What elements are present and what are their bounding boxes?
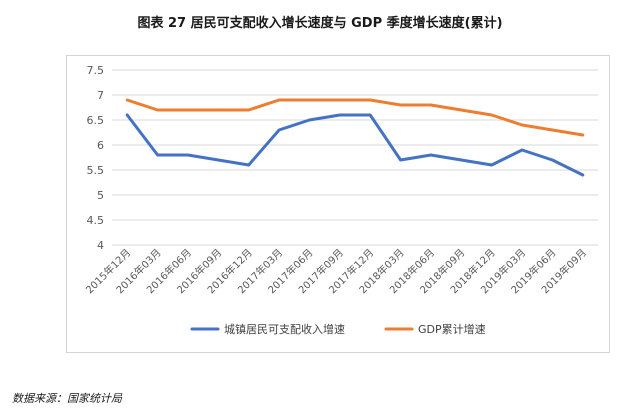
series-2-point (277, 98, 281, 102)
series-2-point (186, 108, 190, 112)
y-tick-label: 7 (97, 89, 104, 102)
series-2-point (125, 98, 129, 102)
data-source: 数据来源：国家统计局 (12, 392, 122, 405)
series-1-point (520, 148, 524, 152)
series-1-point (399, 158, 402, 162)
y-tick-label: 6 (97, 139, 104, 152)
series-2-point (247, 108, 250, 112)
series-1-point (277, 128, 281, 132)
series-1-point (186, 153, 190, 157)
series-2-point (460, 108, 463, 112)
series-2-point (551, 128, 554, 132)
series-2-point (338, 98, 342, 102)
series-2-point (581, 133, 585, 137)
series-2-point (399, 103, 402, 107)
series-1-point (429, 153, 433, 157)
series-line-2 (125, 98, 585, 137)
chart-area (66, 55, 610, 353)
series-1-point (460, 158, 463, 162)
y-tick-label: 5.5 (87, 164, 105, 177)
y-tick-label: 4 (97, 239, 104, 252)
y-tick-label: 7.5 (87, 64, 105, 77)
series-line-1 (125, 113, 585, 177)
series-1-point (156, 153, 159, 157)
series-2-point (217, 108, 220, 112)
series-1-point (338, 113, 342, 117)
series-1-point (247, 163, 250, 167)
legend-label-2: GDP累计增速 (418, 322, 486, 336)
series-2-point (429, 103, 433, 107)
series-1-point (581, 173, 585, 177)
series-2-point (520, 123, 524, 127)
series-1-point (551, 158, 554, 162)
series-2-point (156, 108, 159, 112)
y-tick-label: 5 (97, 189, 104, 202)
series-1-point (217, 158, 220, 162)
chart-title: 图表 27 居民可支配收入增长速度与 GDP 季度增长速度(累计) (137, 16, 503, 31)
series-2-point (308, 98, 311, 102)
series-1-point (368, 113, 372, 117)
y-tick-label: 4.5 (87, 214, 105, 227)
series-1-point (125, 113, 129, 117)
series-2-point (368, 98, 372, 102)
legend-label-1: 城镇居民可支配收入增速 (224, 322, 345, 336)
series-2-point (490, 113, 493, 117)
y-tick-label: 6.5 (87, 114, 105, 127)
series-1-point (308, 118, 311, 122)
series-1-point (490, 163, 493, 167)
